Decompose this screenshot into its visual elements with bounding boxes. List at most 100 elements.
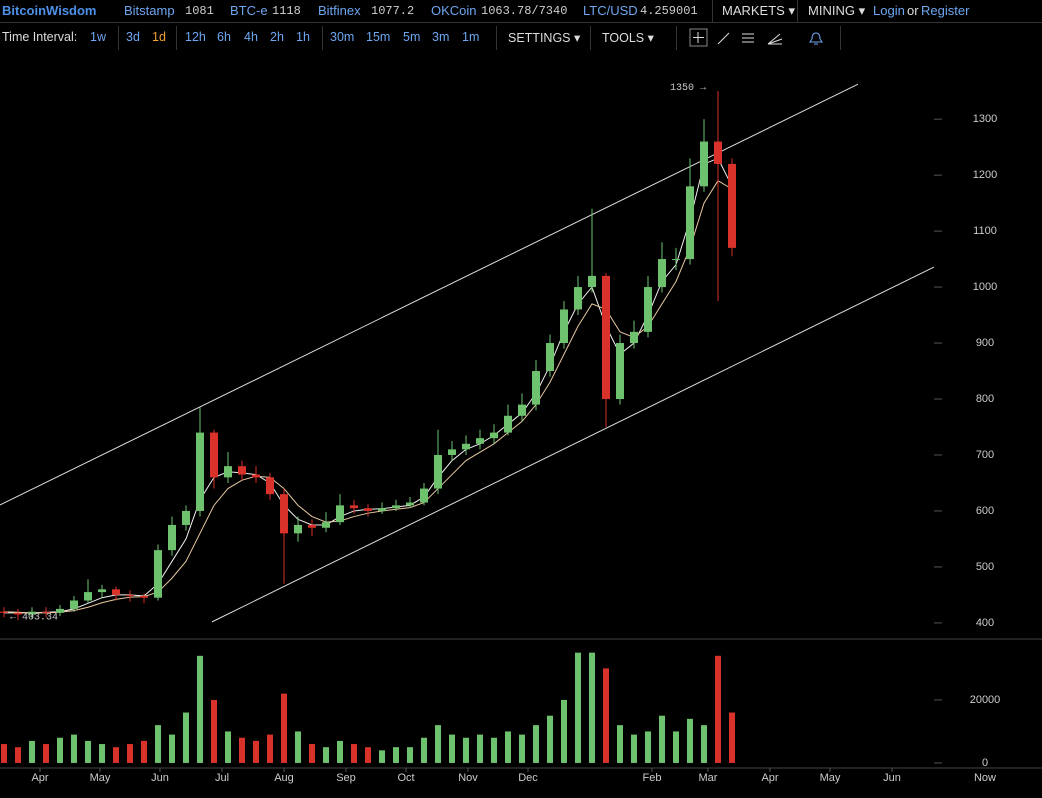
ticker-price: 1118 bbox=[272, 4, 301, 18]
interval-button[interactable]: 12h bbox=[185, 30, 206, 44]
interval-button[interactable]: 15m bbox=[366, 30, 391, 44]
interval-button[interactable]: 1m bbox=[462, 30, 480, 44]
volume-bar bbox=[575, 652, 581, 763]
y-tick-label: 400 bbox=[976, 617, 994, 629]
candle-body bbox=[574, 287, 582, 310]
interval-button[interactable]: 1d bbox=[152, 30, 166, 44]
volume-bar bbox=[169, 734, 175, 763]
y-tick-label: 500 bbox=[976, 561, 994, 573]
volume-bar bbox=[365, 747, 371, 763]
separator bbox=[176, 26, 177, 50]
candle-body bbox=[588, 275, 596, 288]
separator bbox=[712, 0, 713, 22]
menu[interactable]: SETTINGS ▾ bbox=[508, 31, 581, 45]
candle-body bbox=[154, 550, 162, 598]
volume-bar bbox=[561, 699, 567, 763]
x-tick-label: Mar bbox=[699, 772, 718, 784]
ticker-name[interactable]: LTC/USD bbox=[583, 3, 638, 18]
x-tick-label: Jun bbox=[883, 772, 901, 784]
trend-line bbox=[211, 266, 935, 623]
volume-bar bbox=[631, 734, 637, 763]
volume-bar bbox=[281, 693, 287, 763]
volume-bar bbox=[197, 655, 203, 763]
volume-bar bbox=[393, 747, 399, 763]
separator bbox=[840, 26, 841, 50]
candle-body bbox=[546, 343, 554, 372]
x-tick-label: May bbox=[90, 772, 111, 784]
candle-body bbox=[434, 454, 442, 489]
volume-bar bbox=[491, 737, 497, 763]
x-tick-label: Feb bbox=[643, 772, 662, 784]
ticker-name[interactable]: Bitfinex bbox=[318, 3, 361, 18]
candle-body bbox=[630, 331, 638, 344]
candle-body bbox=[672, 259, 680, 261]
fan-tool[interactable] bbox=[767, 33, 783, 45]
candle-body bbox=[294, 524, 302, 534]
volume-bar bbox=[99, 744, 105, 763]
candle-body bbox=[182, 510, 190, 525]
candle-body bbox=[728, 163, 736, 248]
interval-button[interactable]: 6h bbox=[217, 30, 231, 44]
separator bbox=[676, 26, 677, 50]
volume-bar bbox=[267, 734, 273, 763]
volume-bar bbox=[673, 731, 679, 763]
candle-body bbox=[84, 592, 92, 601]
candle-body bbox=[238, 466, 246, 475]
interval-button[interactable]: 1w bbox=[90, 30, 106, 44]
ticker-price: 4.259001 bbox=[640, 4, 698, 18]
candle-body bbox=[616, 343, 624, 400]
separator bbox=[118, 26, 119, 50]
y-tick-label: 800 bbox=[976, 393, 994, 405]
x-tick-label: Oct bbox=[397, 772, 414, 784]
crosshair-tool[interactable] bbox=[689, 28, 708, 47]
alert-tool[interactable] bbox=[809, 32, 823, 45]
candle-body bbox=[168, 524, 176, 551]
x-tick-label: Jul bbox=[215, 772, 229, 784]
y-tick-label: 1200 bbox=[973, 169, 997, 181]
interval-button[interactable]: 2h bbox=[270, 30, 284, 44]
interval-button[interactable]: 30m bbox=[330, 30, 355, 44]
menu[interactable]: MARKETS ▾ bbox=[722, 3, 795, 18]
volume-bar bbox=[337, 740, 343, 763]
volume-bar bbox=[85, 740, 91, 763]
interval-button[interactable]: 4h bbox=[244, 30, 258, 44]
separator bbox=[496, 26, 497, 50]
menu-label: SETTINGS bbox=[508, 31, 571, 45]
menu[interactable]: TOOLS ▾ bbox=[602, 31, 654, 45]
register-link[interactable]: Register bbox=[921, 3, 970, 18]
login-link[interactable]: Login bbox=[873, 3, 905, 18]
candle-body bbox=[112, 589, 120, 595]
ticker-name[interactable]: BTC-e bbox=[230, 3, 268, 18]
menu-label: TOOLS bbox=[602, 31, 645, 45]
volume-bar bbox=[211, 699, 217, 763]
candle-body bbox=[420, 488, 428, 503]
candle-body bbox=[336, 505, 344, 523]
interval-button[interactable]: 1h bbox=[296, 30, 310, 44]
menu[interactable]: MINING ▾ bbox=[808, 3, 866, 18]
volume-bar bbox=[449, 734, 455, 763]
interval-button[interactable]: 5m bbox=[403, 30, 421, 44]
y-tick-label: 1300 bbox=[973, 113, 997, 125]
ticker-name[interactable]: OKCoin bbox=[431, 3, 477, 18]
line-tool[interactable] bbox=[717, 32, 730, 45]
ticker-price: 1081 bbox=[185, 4, 214, 18]
candle-body bbox=[140, 596, 148, 598]
candle-body bbox=[518, 404, 526, 416]
volume-bar bbox=[29, 740, 35, 763]
separator bbox=[322, 26, 323, 50]
volume-bar bbox=[547, 715, 553, 763]
ticker-name[interactable]: Bitstamp bbox=[124, 3, 175, 18]
menu-label: MARKETS bbox=[722, 3, 785, 18]
volume-bar bbox=[519, 734, 525, 763]
hline-tool[interactable] bbox=[742, 33, 754, 43]
volume-bar bbox=[603, 668, 609, 763]
candle-body bbox=[280, 494, 288, 534]
interval-button[interactable]: 3d bbox=[126, 30, 140, 44]
logo[interactable]: BitcoinWisdom bbox=[2, 3, 97, 18]
interval-button[interactable]: 3m bbox=[432, 30, 450, 44]
volume-bar bbox=[435, 725, 441, 763]
price-annotation: 1350 → bbox=[670, 83, 706, 94]
candle-body bbox=[686, 186, 694, 260]
candle-body bbox=[644, 287, 652, 332]
volume-bar bbox=[1, 744, 7, 763]
